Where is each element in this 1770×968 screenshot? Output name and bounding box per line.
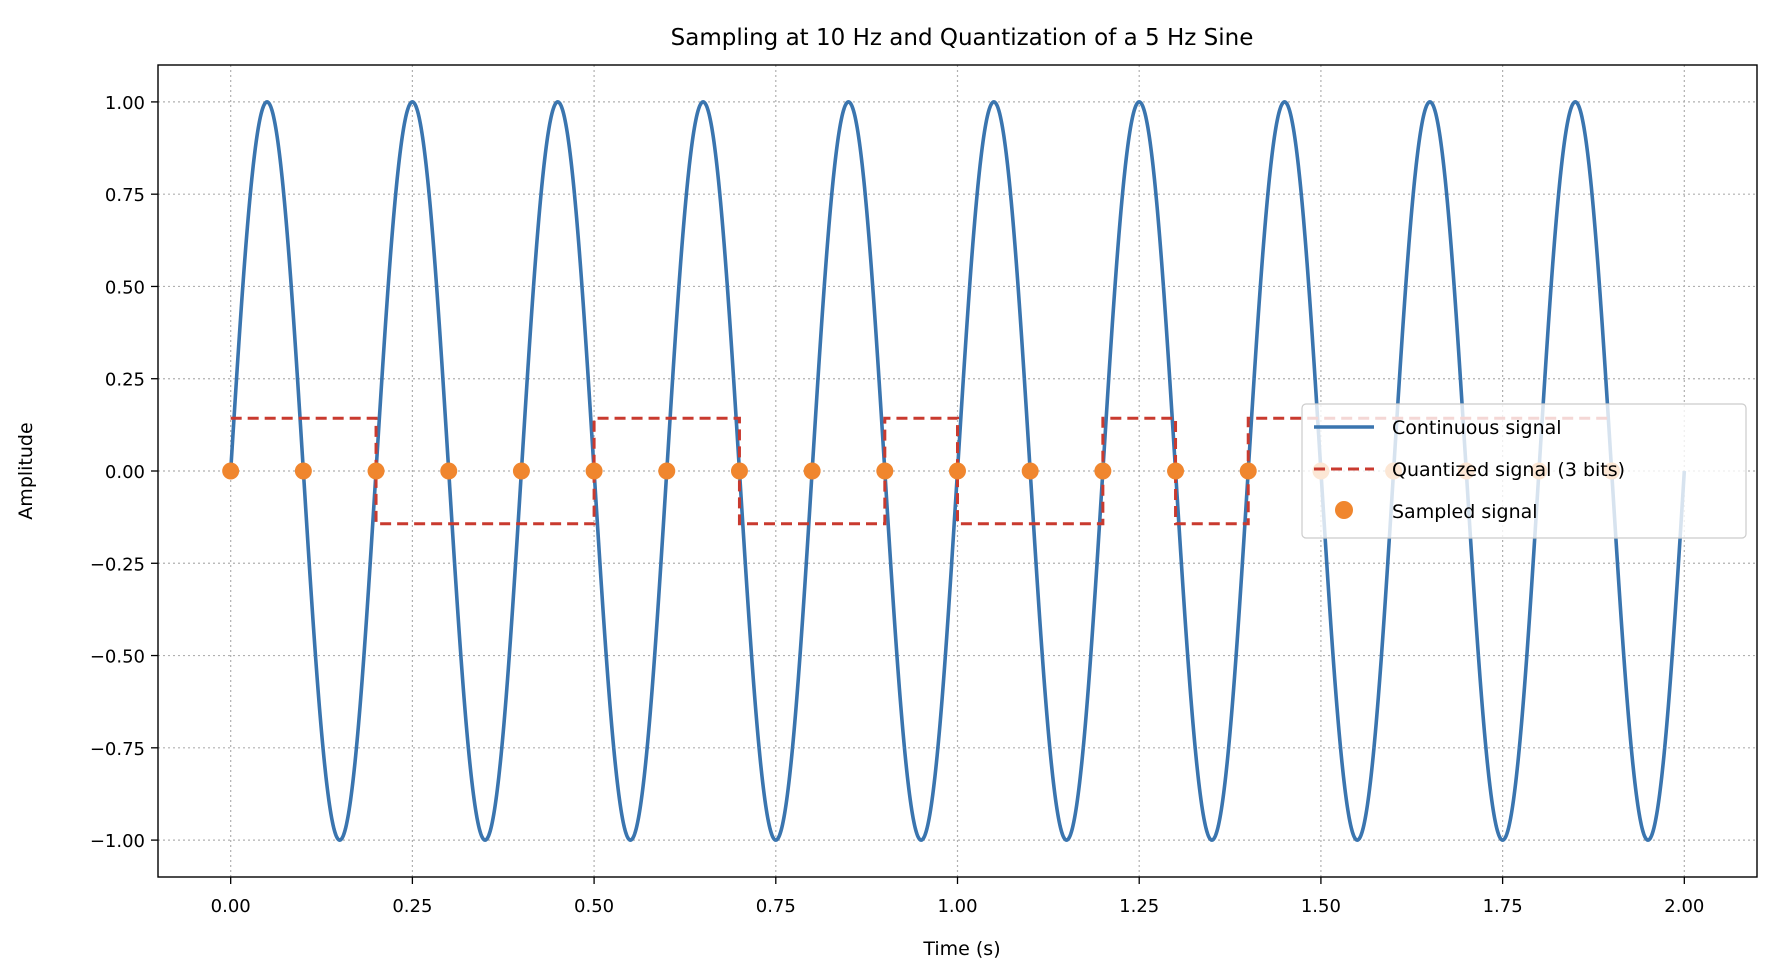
sample-point — [367, 462, 385, 480]
sample-point — [1167, 462, 1185, 480]
x-axis-ticks: 0.00 0.25 0.50 0.75 1.00 1.25 1.50 1.75 2.00 — [211, 877, 1704, 917]
x-axis-label: Time (s) — [922, 938, 1000, 960]
x-tick-label: 0.25 — [392, 896, 432, 917]
y-axis-ticks: −1.00 −0.75 −0.50 −0.25 0.00 0.25 0.50 0.75 1.00 — [90, 93, 158, 852]
x-tick-label: 2.00 — [1664, 896, 1704, 917]
y-tick-label: 0.00 — [105, 462, 145, 483]
x-tick-label: 1.25 — [1119, 896, 1159, 917]
y-tick-label: 0.75 — [105, 185, 145, 206]
x-tick-label: 1.00 — [937, 896, 977, 917]
chart-title: Sampling at 10 Hz and Quantization of a … — [671, 25, 1254, 51]
sample-point — [949, 462, 966, 480]
sample-point — [294, 462, 312, 480]
sample-point — [730, 462, 748, 480]
y-tick-label: −0.25 — [90, 554, 145, 575]
legend: Continuous signal Quantized signal (3 bi… — [1301, 403, 1747, 539]
sample-point — [585, 462, 603, 480]
sample-point — [1094, 462, 1112, 480]
x-tick-label: 0.50 — [574, 896, 614, 917]
legend-quantized-label: Quantized signal (3 bits) — [1392, 459, 1625, 481]
sample-point — [1239, 462, 1257, 480]
sample-point — [1021, 462, 1039, 480]
sample-point — [222, 462, 240, 480]
y-tick-label: 0.25 — [105, 370, 145, 391]
sample-point — [803, 462, 821, 480]
y-axis-label: Amplitude — [15, 422, 37, 519]
quantized-signal-line — [230, 416, 1612, 526]
x-tick-label: 0.75 — [756, 896, 796, 917]
y-tick-label: −1.00 — [90, 831, 145, 852]
y-tick-label: −0.75 — [90, 739, 145, 760]
y-tick-label: 1.00 — [105, 93, 145, 114]
x-tick-label: 1.50 — [1301, 896, 1341, 917]
y-tick-label: −0.50 — [90, 647, 145, 668]
x-tick-label: 1.75 — [1483, 896, 1523, 917]
x-tick-label: 0.00 — [211, 896, 251, 917]
legend-sampled-label: Sampled signal — [1392, 501, 1538, 523]
sample-point — [876, 462, 894, 480]
legend-box — [1301, 403, 1747, 539]
legend-sampled-swatch — [1335, 501, 1353, 519]
sample-point — [658, 462, 676, 480]
sample-point — [512, 462, 530, 480]
sample-point — [440, 462, 458, 480]
y-tick-label: 0.50 — [105, 277, 145, 298]
legend-continuous-label: Continuous signal — [1392, 417, 1562, 439]
